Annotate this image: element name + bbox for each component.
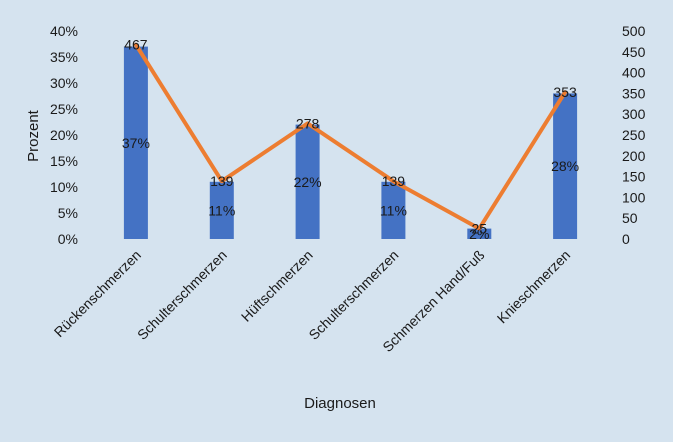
bars-layer [123,46,578,240]
y-tick-label: 35% [50,49,78,65]
y-tick-label: 20% [50,127,78,143]
bar-label-1: 37% [122,135,150,151]
y-tick-label: 25% [50,101,78,117]
line-label-5: 25 [472,221,488,237]
bar-3 [295,124,320,239]
y2-tick-label: 400 [622,65,646,81]
x-tick-label: Knieschmerzen [494,247,574,327]
y2-tick-label: 100 [622,189,646,205]
y-tick-label: 10% [50,179,78,195]
y-tick-label: 0% [58,231,78,247]
data-labels-layer: 37% 11% 22% 11% 2% 28% 467 139 278 139 25 353 [122,37,579,242]
bar-label-5: 2% [469,226,489,242]
y-axis-title: Prozent [25,109,42,162]
x-tick-label: Schulterschmerzen [305,247,401,343]
line-label-1: 467 [124,37,148,53]
y2-tick-label: 450 [622,44,646,60]
line-label-4: 139 [382,173,406,189]
count-line [133,42,568,231]
y-tick-label: 15% [50,153,78,169]
y2-tick-label: 150 [622,169,646,185]
line-label-3: 278 [296,115,320,131]
bar-2 [209,181,234,239]
y2-tick-label: 50 [622,210,638,226]
bar-label-2: 11% [208,202,235,218]
y2-tick-label: 300 [622,106,646,122]
y-tick-label: 40% [50,23,78,39]
bar-6 [553,93,578,240]
x-tick-label: Schulterschmerzen [134,247,230,343]
y2-tick-label: 0 [622,231,630,247]
x-tick-label: Hüftschmerzen [238,247,316,325]
x-tick-label: Rückenschmerzen [51,247,144,340]
y2-tick-label: 500 [622,23,646,39]
y-tick-label: 30% [50,75,78,91]
line-layer [133,42,568,231]
x-axis-title: Diagnosen [304,395,376,412]
bar-4 [381,181,406,239]
bar-1 [123,46,148,239]
bar-label-6: 28% [551,158,579,174]
bar-5 [467,228,492,239]
y2-tick-label: 200 [622,148,646,164]
bar-label-3: 22% [294,174,322,190]
line-label-2: 139 [210,173,234,189]
bar-label-4: 11% [380,202,407,218]
y-tick-label: 5% [58,205,78,221]
y2-tick-label: 350 [622,85,646,101]
y2-tick-label: 250 [622,127,646,143]
line-label-6: 353 [553,84,577,100]
